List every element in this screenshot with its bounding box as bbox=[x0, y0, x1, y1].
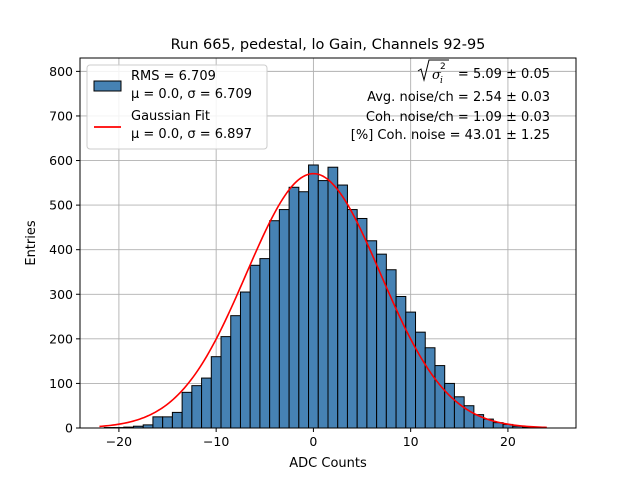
y-tick-label: 100 bbox=[49, 376, 73, 391]
histogram-bar bbox=[385, 269, 397, 429]
histogram-bar bbox=[230, 315, 241, 429]
histogram-bar bbox=[434, 365, 446, 429]
histogram-bar bbox=[298, 191, 310, 429]
gaussian-fit-curve bbox=[99, 172, 547, 429]
histogram-bar bbox=[424, 347, 436, 429]
histogram-bar bbox=[366, 240, 378, 429]
histogram-bar bbox=[171, 411, 183, 429]
coh-noise-annotation: Coh. noise/ch = 1.09 ± 0.03 bbox=[366, 110, 550, 125]
histogram-bar bbox=[356, 217, 368, 429]
legend: RMS = 6.709 μ = 0.0, σ = 6.709 Gaussian … bbox=[86, 64, 268, 150]
avg-noise-annotation: Avg. noise/ch = 2.54 ± 0.03 bbox=[367, 90, 550, 105]
x-tick-label: −10 bbox=[203, 434, 229, 449]
histogram-bar bbox=[239, 291, 251, 429]
y-axis-label: Entries bbox=[24, 220, 39, 266]
sqrt-sigma-symbol: σ i 2 bbox=[417, 59, 449, 86]
histogram-bar bbox=[346, 209, 358, 429]
histogram-bar bbox=[259, 258, 271, 429]
histogram-bar bbox=[327, 166, 339, 429]
y-tick-label: 500 bbox=[49, 198, 73, 213]
histogram-bar bbox=[152, 416, 164, 429]
legend-box bbox=[86, 64, 268, 150]
histogram-bar bbox=[201, 377, 212, 429]
x-tick-label: 20 bbox=[500, 434, 516, 449]
legend-histogram-swatch bbox=[93, 80, 122, 92]
svg-text:2: 2 bbox=[440, 62, 446, 72]
histogram-bar bbox=[415, 331, 426, 429]
legend-histogram-label-line2: μ = 0.0, σ = 6.709 bbox=[131, 87, 252, 102]
histogram-bar bbox=[249, 264, 261, 429]
histogram-bar bbox=[220, 336, 232, 429]
sigma-value-annotation: = 5.09 ± 0.05 bbox=[458, 67, 550, 82]
legend-histogram-label: RMS = 6.709 bbox=[131, 69, 216, 84]
histogram-bar bbox=[269, 220, 280, 429]
svg-text:σ: σ bbox=[432, 68, 442, 83]
histogram-bar bbox=[308, 164, 319, 429]
histogram-bar bbox=[395, 295, 407, 429]
plot-area-frame bbox=[79, 57, 577, 429]
y-tick-label: 700 bbox=[49, 108, 73, 123]
y-tick-label: 200 bbox=[49, 331, 73, 346]
histogram-bar bbox=[337, 184, 348, 429]
legend-fit-label: Gaussian Fit bbox=[131, 109, 210, 124]
pct-coh-noise-annotation: [%] Coh. noise = 43.01 ± 1.25 bbox=[351, 128, 550, 143]
histogram-bar bbox=[278, 209, 290, 429]
chart-title: Run 665, pedestal, lo Gain, Channels 92-… bbox=[171, 37, 486, 53]
y-tick-label: 400 bbox=[49, 242, 73, 257]
annotations: σ i 2 = 5.09 ± 0.05 Avg. noise/ch = 2.54… bbox=[351, 59, 550, 143]
histogram-bar bbox=[444, 382, 455, 429]
legend-fit-label-line2: μ = 0.0, σ = 6.897 bbox=[131, 127, 252, 142]
x-axis-label: ADC Counts bbox=[289, 456, 367, 471]
histogram-bar bbox=[191, 385, 203, 429]
x-tick-label: −20 bbox=[106, 434, 132, 449]
x-tick-label: 0 bbox=[309, 434, 317, 449]
histogram-bar bbox=[376, 253, 387, 429]
histogram-bar bbox=[181, 391, 193, 429]
histogram-bar bbox=[210, 356, 222, 429]
histogram-bar bbox=[405, 311, 417, 429]
histogram-bar bbox=[162, 416, 173, 429]
histogram-bar bbox=[288, 186, 300, 429]
svg-text:i: i bbox=[440, 76, 443, 86]
y-tick-label: 600 bbox=[49, 153, 73, 168]
y-tick-label: 0 bbox=[65, 421, 73, 436]
histogram-bar bbox=[317, 180, 329, 429]
y-tick-label: 300 bbox=[49, 287, 73, 302]
x-tick-label: 10 bbox=[403, 434, 419, 449]
y-tick-label: 800 bbox=[49, 64, 73, 79]
